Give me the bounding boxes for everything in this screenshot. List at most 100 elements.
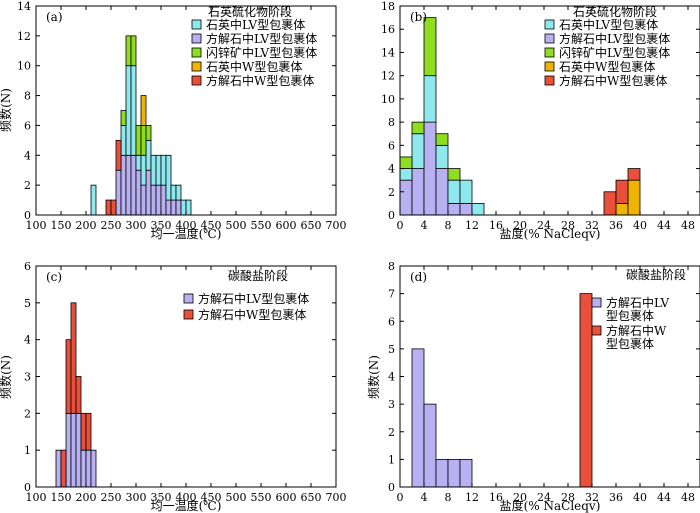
- bar-a-series1-300: [135, 154, 142, 171]
- bar-b-series3-36: [615, 202, 629, 216]
- y-tick-label: 14: [381, 46, 395, 59]
- bar-c-series0-140: [55, 449, 62, 488]
- y-tick-label: 0: [24, 481, 31, 494]
- x-tick-label: 450: [201, 219, 222, 232]
- y-axis-label: 频数(N): [0, 88, 13, 132]
- y-tick-label: 1: [388, 453, 395, 466]
- stage-title: 石英硫化物阶段: [208, 4, 292, 19]
- x-tick-label: 300: [126, 219, 147, 232]
- legend-label: 方解石中LV型包裹体: [559, 31, 670, 46]
- legend-swatch: [191, 61, 202, 72]
- legend-label: 石英中LV型包裹体: [206, 17, 305, 32]
- bar-a-series0-330: [150, 184, 157, 216]
- bar-b-series4-34: [603, 191, 617, 216]
- bar-a-series0-300: [135, 169, 142, 216]
- x-tick-label: 200: [76, 491, 97, 504]
- x-tick-label: 650: [301, 219, 322, 232]
- x-tick-label: 36: [609, 491, 623, 504]
- bar-a-series1-340: [155, 154, 162, 186]
- bar-b-series1-2: [411, 133, 425, 169]
- legend-swatch: [544, 75, 555, 86]
- bar-a-series1-390: [180, 199, 187, 216]
- bar-b-series4-36: [615, 179, 629, 204]
- bar-c-series0-160: [65, 412, 72, 488]
- bar-b-series1-12: [471, 202, 485, 216]
- x-axis-label: 均一温度(℃): [151, 226, 222, 241]
- bar-a-series2-310: [140, 125, 147, 156]
- legend-label: 闪锌矿中LV型包裹体: [559, 45, 670, 60]
- y-tick-label: 7: [388, 288, 395, 301]
- x-tick-label: 0: [397, 219, 404, 232]
- y-tick-label: 5: [24, 297, 31, 310]
- stage-title: 碳酸盐阶段: [626, 267, 686, 282]
- panel-label: (a): [46, 10, 63, 24]
- y-tick-label: 14: [17, 0, 31, 13]
- y-tick-label: 1: [24, 444, 31, 457]
- bar-a-series1-270: [120, 125, 127, 156]
- bar-a-series2-280: [125, 35, 132, 67]
- x-tick-label: 350: [151, 491, 172, 504]
- legend-swatch: [191, 33, 202, 44]
- y-tick-label: 18: [381, 0, 395, 13]
- bar-a-series1-280: [125, 65, 132, 156]
- bar-b-series0-2: [411, 168, 425, 216]
- legend-label: 闪锌矿中LV型包裹体: [206, 45, 317, 60]
- x-tick-label: 300: [126, 491, 147, 504]
- y-tick-label: 8: [388, 116, 395, 129]
- bar-d-series0-6: [435, 458, 449, 488]
- bar-a-series1-330: [150, 154, 157, 186]
- x-tick-label: 32: [585, 219, 599, 232]
- bar-c-series1-160: [65, 339, 72, 414]
- bar-b-series2-8: [447, 168, 461, 181]
- bar-a-series0-270: [120, 154, 127, 216]
- x-tick-label: 4: [421, 219, 428, 232]
- bar-d-series0-2: [411, 348, 425, 488]
- y-tick-label: 10: [17, 60, 31, 73]
- x-tick-label: 40: [633, 219, 647, 232]
- bar-a-series1-400: [185, 199, 192, 216]
- plot-frame: [399, 5, 700, 216]
- x-tick-label: 550: [251, 491, 272, 504]
- legend-swatch: [191, 19, 202, 30]
- y-tick-label: 12: [17, 30, 31, 43]
- y-tick-label: 5: [388, 343, 395, 356]
- y-tick-label: 4: [24, 334, 31, 347]
- bar-b-series2-0: [399, 156, 413, 169]
- x-axis-label: 盐度(% NaCleqv): [500, 498, 601, 513]
- x-tick-label: 48: [681, 491, 695, 504]
- x-tick-label: 100: [26, 219, 47, 232]
- legend-label: 方解石中W: [606, 323, 667, 338]
- x-tick-label: 0: [397, 491, 404, 504]
- bar-a-series0-380: [175, 199, 182, 216]
- legend-swatch: [183, 309, 194, 320]
- x-tick-label: 8: [445, 219, 452, 232]
- bar-a-series0-350: [160, 184, 167, 216]
- bar-b-series2-6: [435, 133, 449, 146]
- x-tick-label: 500: [226, 491, 247, 504]
- legend-swatch: [544, 33, 555, 44]
- bar-a-series0-340: [155, 184, 162, 216]
- x-tick-label: 250: [101, 219, 122, 232]
- y-tick-label: 4: [24, 149, 31, 162]
- legend-label: 方解石中W型包裹体: [198, 307, 306, 322]
- y-tick-label: 12: [381, 70, 395, 83]
- x-tick-label: 16: [489, 491, 503, 504]
- x-tick-label: 12: [465, 491, 479, 504]
- x-tick-label: 36: [609, 219, 623, 232]
- bar-d-series0-4: [423, 403, 437, 488]
- y-tick-label: 0: [388, 481, 395, 494]
- legend-swatch: [591, 297, 602, 308]
- bar-c-series0-170: [70, 412, 77, 488]
- x-tick-label: 550: [251, 219, 272, 232]
- y-tick-label: 0: [24, 209, 31, 222]
- chart-panel-a: 100 150 200 250 300 350 400 450 500 550 600 650 700 0…: [0, 0, 347, 241]
- y-tick-label: 4: [388, 371, 395, 384]
- bar-b-series0-4: [423, 121, 437, 216]
- y-tick-label: 0: [388, 209, 395, 222]
- y-tick-label: 6: [388, 315, 395, 328]
- y-tick-label: 2: [388, 426, 395, 439]
- bar-b-series1-8: [447, 179, 461, 204]
- bar-a-series0-280: [125, 154, 132, 216]
- x-tick-label: 200: [76, 219, 97, 232]
